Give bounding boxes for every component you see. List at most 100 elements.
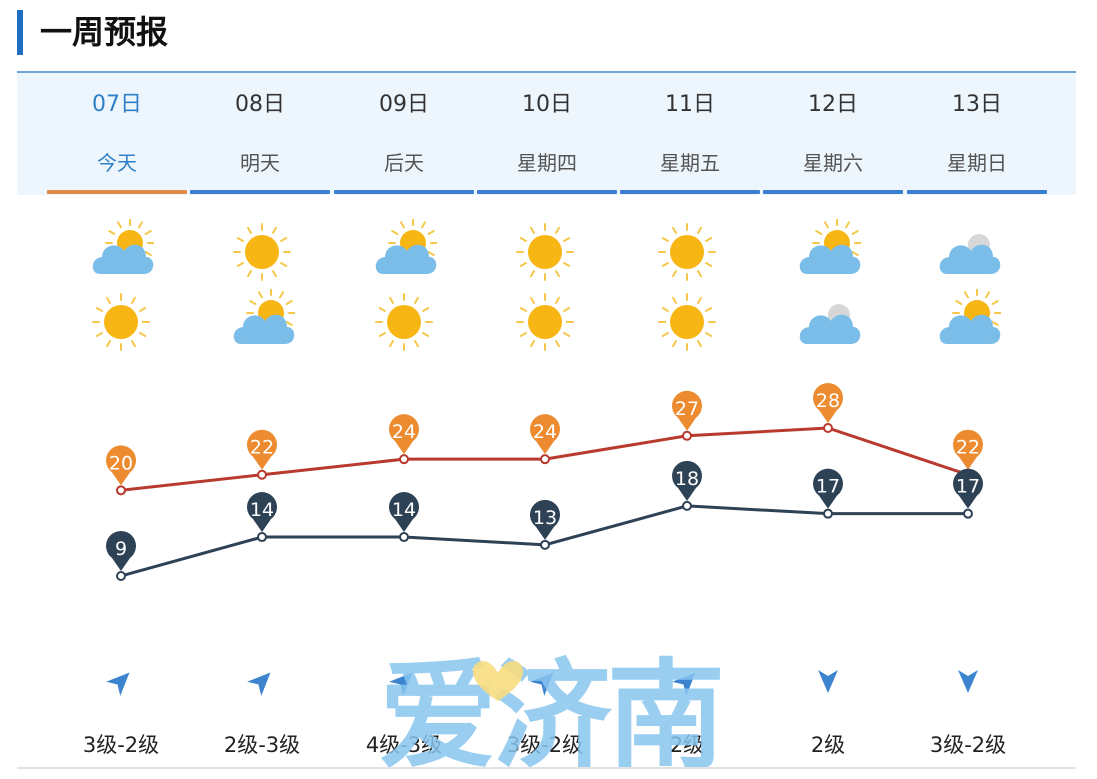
temp-marker-pin bbox=[953, 429, 984, 470]
temp-marker-pin bbox=[106, 531, 137, 571]
today-indicator-bar bbox=[47, 190, 187, 194]
section-title: 一周预报 bbox=[40, 13, 169, 51]
temp-point-dot bbox=[540, 454, 550, 465]
temp-value-label: 24 bbox=[533, 421, 557, 443]
tab-indicator-bar bbox=[190, 190, 330, 194]
temp-marker-pin bbox=[672, 390, 703, 431]
wind-direction-icon bbox=[104, 664, 138, 698]
wind-direction-icon bbox=[670, 664, 704, 698]
temp-point-dot bbox=[682, 430, 692, 441]
day-weekday: 星期六 bbox=[803, 151, 863, 175]
temp-point-dot bbox=[116, 485, 126, 496]
day-weekday: 明天 bbox=[240, 151, 280, 175]
day-weekday: 后天 bbox=[384, 151, 424, 175]
low-temp-point: 17 bbox=[953, 468, 984, 519]
sun-icon bbox=[512, 289, 578, 355]
wind-level-text: 3级-2级 bbox=[929, 733, 1007, 757]
day-weekday: 今天 bbox=[97, 151, 137, 175]
temp-marker-pin bbox=[247, 492, 278, 533]
wind-direction-icon bbox=[528, 664, 562, 698]
low-temp-point: 18 bbox=[672, 460, 703, 511]
title-accent-bar bbox=[17, 10, 23, 55]
wind-level-text: 3级-2级 bbox=[506, 733, 584, 757]
bottom-divider bbox=[17, 767, 1076, 769]
low-temp-point: 9 bbox=[106, 531, 137, 581]
temp-point-dot bbox=[257, 532, 267, 543]
sun-icon bbox=[654, 219, 720, 285]
temp-marker-pin bbox=[953, 468, 984, 509]
wind-level-text: 4级-3级 bbox=[365, 733, 443, 757]
temp-marker-pin bbox=[106, 445, 137, 486]
day-date: 13日 bbox=[952, 92, 1002, 117]
temp-point-dot bbox=[540, 539, 550, 550]
cloud-icon bbox=[935, 219, 1001, 285]
day-date: 08日 bbox=[235, 92, 285, 117]
temp-value-label: 27 bbox=[675, 398, 699, 420]
wind-direction-icon bbox=[951, 664, 985, 698]
temp-marker-pin bbox=[530, 414, 561, 455]
temp-value-label: 17 bbox=[956, 476, 980, 498]
temp-value-label: 13 bbox=[533, 507, 557, 529]
cloud-sun-icon bbox=[371, 218, 438, 285]
cloud-icon bbox=[795, 289, 861, 355]
temp-point-dot bbox=[682, 500, 692, 511]
sun-icon bbox=[654, 289, 720, 355]
day-date: 11日 bbox=[665, 92, 715, 117]
wind-direction-icon bbox=[811, 664, 845, 698]
low-temp-point: 17 bbox=[813, 468, 844, 519]
temp-point-dot bbox=[963, 508, 973, 519]
high-temp-point: 28 bbox=[813, 383, 844, 433]
day-tab[interactable]: 12日星期六 bbox=[763, 73, 903, 197]
temp-value-label: 22 bbox=[956, 437, 980, 459]
cloud-sun-icon bbox=[229, 288, 296, 355]
date-header-background bbox=[17, 73, 1076, 195]
tab-indicator-bar bbox=[334, 190, 474, 194]
temp-marker-pin bbox=[247, 429, 278, 470]
temp-marker-pin bbox=[530, 499, 561, 540]
day-weekday: 星期日 bbox=[947, 151, 1007, 175]
temp-marker-pin bbox=[389, 492, 419, 533]
temp-value-label: 18 bbox=[675, 468, 699, 490]
day-weekday: 星期五 bbox=[660, 151, 720, 175]
tab-indicator-bar bbox=[620, 190, 760, 194]
temp-value-label: 9 bbox=[115, 538, 127, 560]
temp-point-dot bbox=[116, 571, 126, 581]
temp-value-label: 17 bbox=[816, 476, 840, 498]
temp-point-dot bbox=[399, 532, 409, 543]
day-date: 10日 bbox=[522, 92, 572, 117]
high-temp-point: 27 bbox=[672, 390, 703, 441]
temp-value-label: 24 bbox=[392, 421, 416, 443]
day-tab[interactable]: 10日星期四 bbox=[477, 73, 617, 197]
low-temp-point: 13 bbox=[530, 499, 561, 550]
wind-direction-icon bbox=[245, 664, 279, 698]
temp-value-label: 14 bbox=[250, 499, 274, 521]
day-tab[interactable]: 13日星期日 bbox=[907, 73, 1047, 197]
temp-point-dot bbox=[257, 469, 267, 480]
top-divider bbox=[17, 71, 1076, 73]
temp-marker-pin bbox=[389, 414, 419, 455]
wind-direction-icon bbox=[387, 664, 421, 698]
temp-value-label: 28 bbox=[816, 390, 840, 412]
temp-value-label: 22 bbox=[250, 437, 274, 459]
day-tab[interactable]: 11日星期五 bbox=[620, 73, 760, 197]
wind-level-text: 2级-3级 bbox=[223, 733, 301, 757]
temp-marker-pin bbox=[813, 383, 844, 423]
day-tab[interactable]: 09日 后天 bbox=[334, 73, 474, 197]
wind-level-text: 2级 bbox=[810, 733, 846, 757]
cloud-sun-icon bbox=[88, 218, 155, 285]
day-tab[interactable]: 07日 今天 bbox=[47, 73, 187, 197]
tab-indicator-bar bbox=[477, 190, 617, 194]
low-temp-point: 14 bbox=[247, 492, 278, 543]
cloud-sun-icon bbox=[795, 218, 862, 285]
high-temp-point: 22 bbox=[247, 429, 278, 480]
high-temp-point: 24 bbox=[389, 414, 419, 465]
day-date: 12日 bbox=[808, 92, 858, 117]
high-temp-point: 24 bbox=[530, 414, 561, 465]
temp-marker-pin bbox=[672, 460, 703, 501]
temp-value-label: 14 bbox=[392, 499, 416, 521]
low-temp-point: 14 bbox=[389, 492, 419, 543]
day-tab[interactable]: 08日明天 bbox=[190, 73, 330, 197]
temp-point-dot bbox=[823, 508, 833, 519]
day-weekday: 星期四 bbox=[517, 151, 577, 175]
svg-text:爱济南: 爱济南 bbox=[379, 647, 721, 770]
